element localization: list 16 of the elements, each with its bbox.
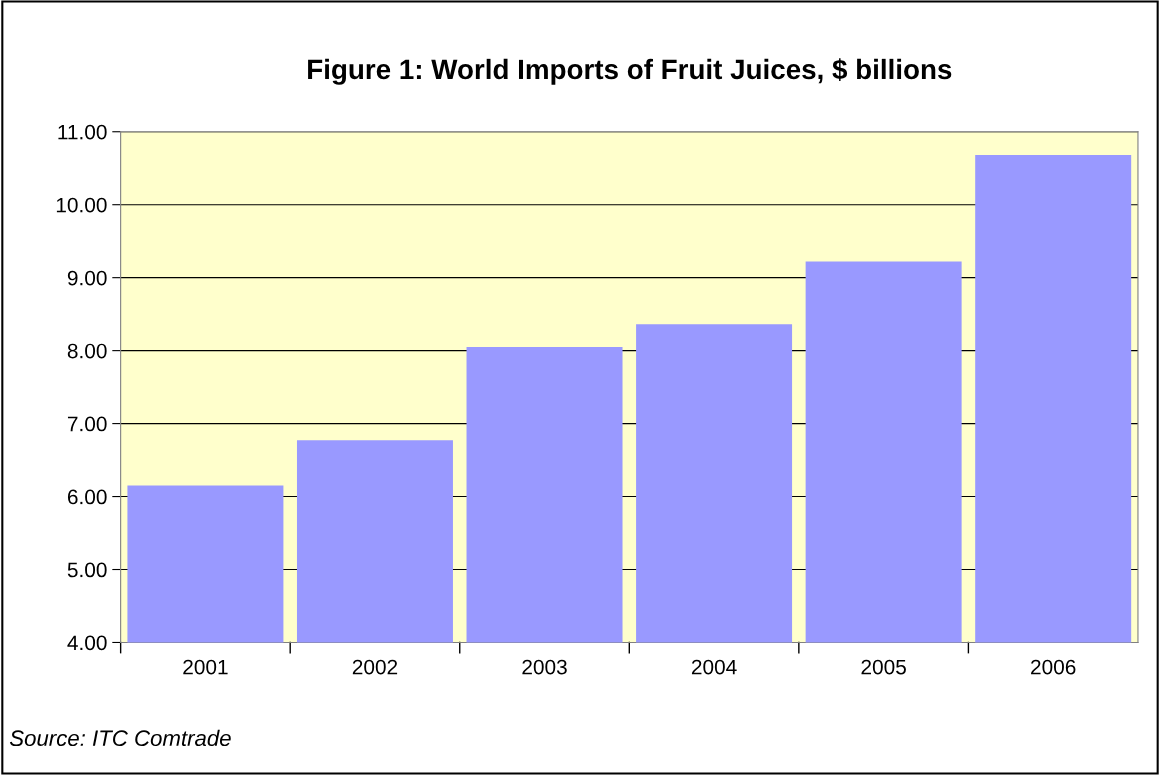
x-tick-label: 2002 xyxy=(352,659,398,675)
x-tick-label: 2005 xyxy=(861,659,906,675)
y-tick-label: 4.00 xyxy=(67,635,107,651)
chart-title: Figure 1: World Imports of Fruit Juices, $ billions xyxy=(308,58,952,85)
x-tick-label: 2004 xyxy=(691,659,737,675)
y-tick-label: 7.00 xyxy=(67,416,107,432)
y-tick-label: 8.00 xyxy=(67,343,107,359)
x-tick-label: 2006 xyxy=(1031,659,1076,675)
y-tick-label: 9.00 xyxy=(67,270,107,286)
y-tick-label: 6.00 xyxy=(67,489,107,505)
x-tick-label: 2003 xyxy=(522,659,567,675)
source-note: Source: ITC Comtrade xyxy=(9,729,231,747)
y-tick-label: 5.00 xyxy=(67,562,107,578)
y-tick-label: 11.00 xyxy=(58,124,107,140)
x-tick-label: 2001 xyxy=(183,659,228,675)
y-tick-label: 10.00 xyxy=(56,197,107,213)
